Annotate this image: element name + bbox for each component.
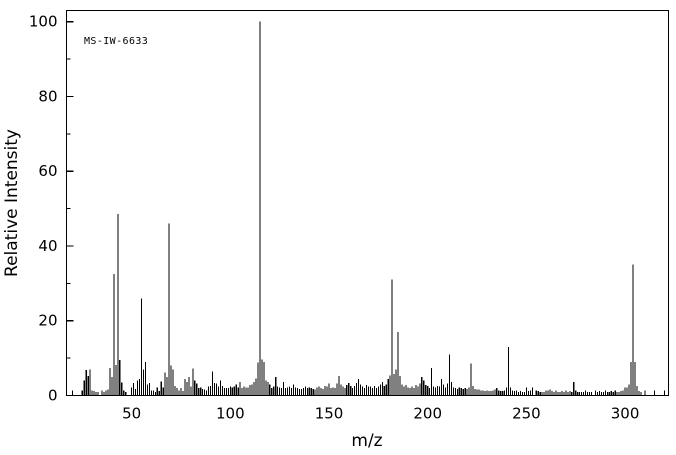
y-tick-label: 20 <box>38 312 57 330</box>
y-tick-label: 40 <box>38 237 57 255</box>
x-tick-label: 50 <box>122 405 141 423</box>
spectrum-annotation-label: MS-IW-6633 <box>84 36 148 47</box>
y-axis-ticks <box>66 21 74 397</box>
x-tick-label: 300 <box>611 405 640 423</box>
y-axis-tick-labels: 0 20 40 60 80 100 <box>29 13 58 405</box>
y-tick-label: 80 <box>38 87 57 105</box>
x-tick-label: 100 <box>216 405 245 423</box>
x-tick-label: 150 <box>315 405 344 423</box>
plot-frame <box>65 9 670 397</box>
x-tick-label: 250 <box>512 405 541 423</box>
y-tick-label: 60 <box>38 162 57 180</box>
y-tick-label: 100 <box>29 13 58 31</box>
x-axis-tick-labels: 50 100 150 200 250 300 <box>122 405 639 423</box>
y-tick-label: 0 <box>48 387 58 405</box>
x-axis-title: m/z <box>351 431 382 451</box>
x-tick-label: 200 <box>413 405 442 423</box>
y-axis-title: Relative Intensity <box>2 129 22 277</box>
spectrum-peaks <box>83 21 642 396</box>
